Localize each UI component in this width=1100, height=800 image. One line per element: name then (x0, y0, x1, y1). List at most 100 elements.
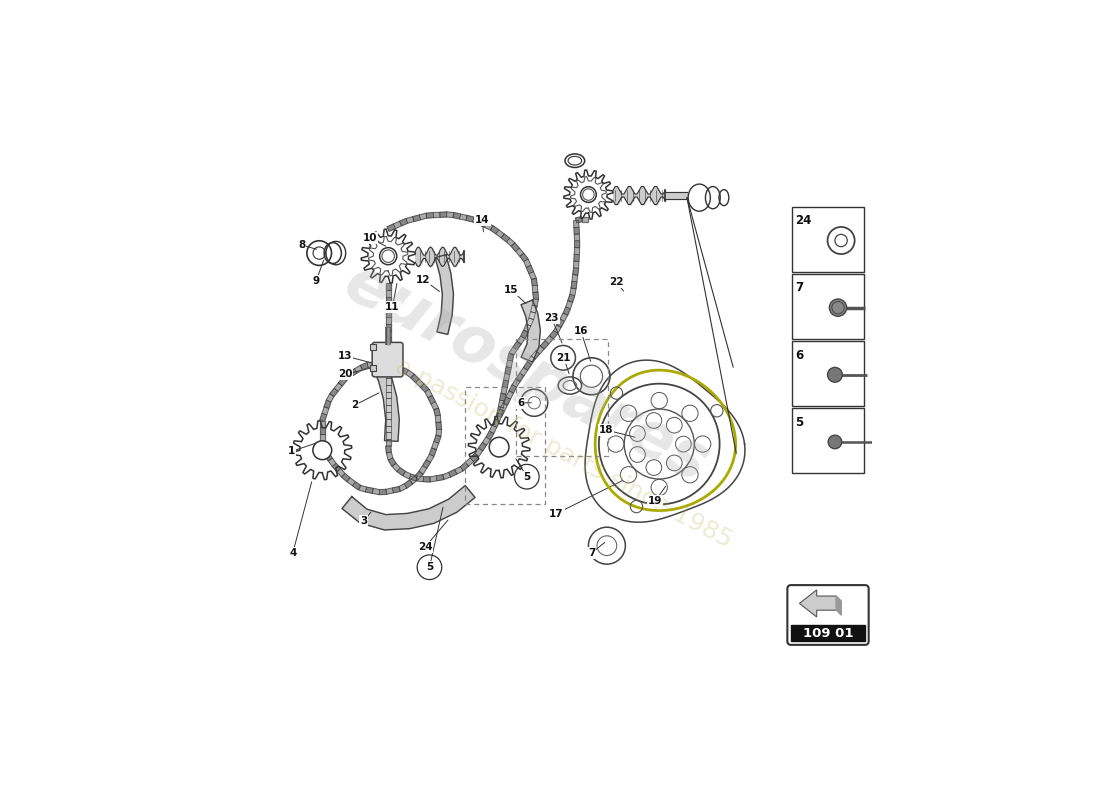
Polygon shape (453, 213, 461, 219)
Polygon shape (460, 462, 469, 470)
Polygon shape (478, 442, 486, 451)
Polygon shape (574, 227, 580, 234)
Polygon shape (498, 400, 505, 408)
Polygon shape (394, 222, 402, 229)
Polygon shape (367, 362, 375, 367)
Polygon shape (386, 452, 393, 460)
Polygon shape (524, 259, 531, 267)
Polygon shape (409, 476, 418, 484)
Polygon shape (386, 283, 390, 290)
Polygon shape (437, 474, 443, 481)
Polygon shape (507, 354, 514, 361)
Polygon shape (573, 268, 579, 275)
Polygon shape (337, 469, 345, 477)
Polygon shape (349, 369, 356, 377)
Polygon shape (361, 362, 368, 370)
Bar (371, 365, 376, 371)
Polygon shape (495, 413, 502, 421)
Polygon shape (386, 385, 390, 392)
Polygon shape (359, 486, 366, 492)
Circle shape (490, 438, 509, 457)
Bar (791, 626, 865, 641)
Text: 20: 20 (338, 370, 352, 379)
Text: 1: 1 (288, 446, 295, 457)
Polygon shape (386, 330, 390, 338)
Polygon shape (386, 365, 390, 371)
Text: 5: 5 (795, 416, 804, 429)
Polygon shape (425, 390, 432, 398)
Polygon shape (386, 406, 390, 412)
Polygon shape (516, 248, 524, 257)
Polygon shape (354, 366, 363, 373)
Polygon shape (466, 215, 474, 222)
Polygon shape (550, 330, 558, 339)
Bar (792, 274, 865, 338)
Polygon shape (553, 325, 561, 334)
Polygon shape (386, 371, 390, 378)
Polygon shape (416, 476, 424, 482)
Polygon shape (504, 374, 509, 381)
Polygon shape (430, 476, 437, 482)
Polygon shape (436, 415, 441, 422)
Text: eurospares: eurospares (334, 251, 719, 495)
Polygon shape (531, 278, 537, 286)
Bar (792, 207, 865, 271)
Polygon shape (563, 307, 570, 315)
Polygon shape (322, 407, 329, 415)
Polygon shape (416, 379, 424, 387)
Polygon shape (571, 282, 576, 289)
Polygon shape (330, 388, 338, 397)
Text: 7: 7 (587, 548, 595, 558)
Polygon shape (320, 427, 324, 434)
Polygon shape (524, 362, 531, 370)
Polygon shape (509, 347, 517, 355)
Polygon shape (836, 596, 842, 615)
Polygon shape (374, 362, 382, 367)
Polygon shape (530, 305, 537, 313)
Circle shape (382, 250, 395, 262)
Polygon shape (386, 398, 390, 406)
Polygon shape (574, 254, 580, 262)
Text: 24: 24 (795, 214, 812, 227)
Polygon shape (565, 301, 572, 309)
Polygon shape (486, 431, 494, 439)
Circle shape (312, 441, 332, 460)
Polygon shape (475, 448, 483, 457)
Polygon shape (574, 220, 579, 227)
Polygon shape (532, 292, 539, 299)
Polygon shape (503, 397, 510, 406)
Polygon shape (526, 318, 534, 326)
Polygon shape (386, 297, 390, 303)
Polygon shape (324, 452, 332, 461)
Polygon shape (509, 385, 517, 393)
Text: 3: 3 (360, 516, 367, 526)
Polygon shape (386, 324, 390, 330)
Polygon shape (524, 324, 531, 332)
Polygon shape (497, 406, 504, 414)
Text: 18: 18 (598, 425, 613, 435)
Polygon shape (352, 482, 361, 490)
Polygon shape (460, 214, 467, 220)
Polygon shape (529, 312, 536, 319)
FancyBboxPatch shape (788, 585, 869, 645)
Polygon shape (513, 342, 521, 350)
Polygon shape (575, 217, 582, 223)
Polygon shape (454, 466, 463, 474)
Polygon shape (332, 463, 341, 472)
Text: 6: 6 (517, 398, 525, 408)
Polygon shape (373, 362, 399, 442)
Polygon shape (512, 243, 519, 251)
Polygon shape (320, 434, 324, 441)
Polygon shape (499, 403, 507, 411)
Polygon shape (447, 212, 453, 218)
Text: 10: 10 (363, 233, 377, 242)
Polygon shape (540, 341, 549, 349)
Polygon shape (427, 213, 433, 218)
Polygon shape (513, 379, 520, 387)
Polygon shape (386, 358, 390, 365)
Polygon shape (440, 212, 447, 218)
Polygon shape (386, 426, 390, 432)
Polygon shape (506, 238, 515, 246)
Polygon shape (321, 446, 329, 455)
Polygon shape (483, 437, 491, 446)
